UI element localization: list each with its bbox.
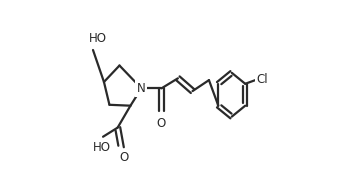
- Text: O: O: [119, 151, 129, 164]
- Text: HO: HO: [88, 32, 107, 45]
- Text: O: O: [157, 117, 166, 130]
- Text: HO: HO: [93, 141, 111, 154]
- Text: N: N: [137, 82, 146, 95]
- Text: Cl: Cl: [256, 73, 268, 86]
